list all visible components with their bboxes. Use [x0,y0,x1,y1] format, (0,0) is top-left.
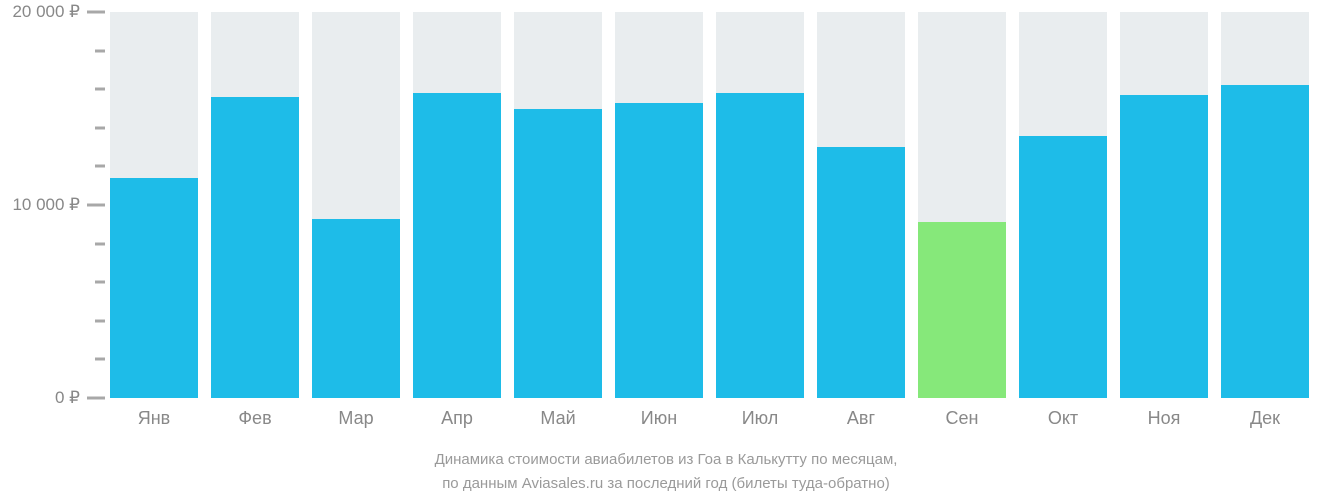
x-axis-label: Апр [441,408,473,429]
x-axis-label: Сен [946,408,979,429]
x-axis-label: Мар [338,408,373,429]
bar-slot [716,12,804,398]
chart-caption: Динамика стоимости авиабилетов из Гоа в … [0,448,1332,496]
bar-slot [312,12,400,398]
plot-area [110,12,1320,398]
bar-slot [1120,12,1208,398]
bar-slot [211,12,299,398]
y-tick-major [87,397,105,400]
y-tick-minor [95,165,105,168]
price-chart: 0 ₽ 10 000 ₽ 20 000 ₽ Янв Фев Мар Апр Май Июн Ию… [0,0,1332,502]
caption-line-2: по данным Aviasales.ru за последний год … [0,472,1332,496]
bar-slot [918,12,1006,398]
bar-fill [817,147,905,398]
y-tick-minor [95,242,105,245]
x-axis-label: Фев [238,408,271,429]
bar-slot [514,12,602,398]
y-tick-minor [95,49,105,52]
x-axis-label: Июн [641,408,677,429]
bar-fill [615,103,703,398]
x-axis-label: Июл [742,408,779,429]
bar-fill [211,97,299,398]
y-axis: 0 ₽ 10 000 ₽ 20 000 ₽ [0,0,110,410]
x-axis-label: Окт [1048,408,1078,429]
y-tick-minor [95,319,105,322]
bar-slot [817,12,905,398]
bar-slot [110,12,198,398]
y-tick-minor [95,126,105,129]
bar-slot [615,12,703,398]
x-axis: Янв Фев Мар Апр Май Июн Июл Авг Сен Окт Ноя Дек [110,408,1320,438]
bar-fill [1120,95,1208,398]
bar-slot [413,12,501,398]
y-tick-minor [95,358,105,361]
x-axis-label: Ноя [1148,408,1181,429]
bar-fill [918,222,1006,398]
y-tick-minor [95,281,105,284]
y-tick-major [87,11,105,14]
bar-fill [1221,85,1309,398]
x-axis-label: Дек [1250,408,1280,429]
y-tick-major [87,204,105,207]
y-axis-label: 20 000 ₽ [12,2,80,22]
y-axis-label: 10 000 ₽ [12,195,80,215]
bar-fill [312,219,400,398]
bar-fill [413,93,501,398]
x-axis-label: Авг [847,408,875,429]
y-tick-minor [95,88,105,91]
y-axis-label: 0 ₽ [55,388,80,408]
bar-fill [110,178,198,398]
bar-slot [1019,12,1107,398]
bar-slot [1221,12,1309,398]
bar-fill [514,109,602,399]
x-axis-label: Май [540,408,575,429]
caption-line-1: Динамика стоимости авиабилетов из Гоа в … [0,448,1332,472]
bar-fill [1019,136,1107,398]
x-axis-label: Янв [138,408,171,429]
bar-fill [716,93,804,398]
